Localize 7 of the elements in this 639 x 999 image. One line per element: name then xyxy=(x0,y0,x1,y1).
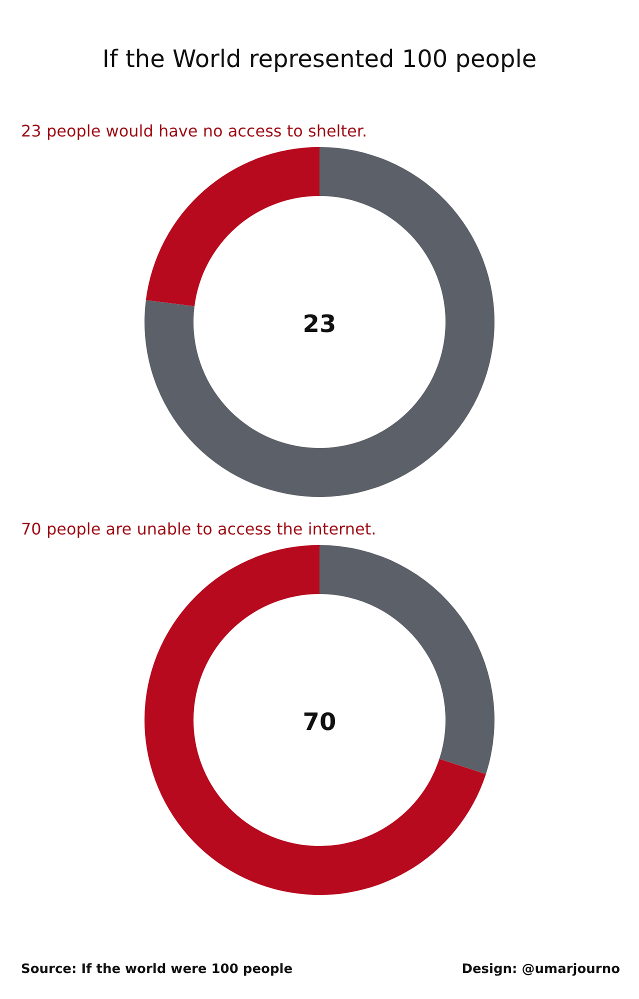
text: 70 xyxy=(302,708,336,736)
chart-subtitle: 23 people would have no access to shelter. xyxy=(21,122,368,140)
text: 23 xyxy=(302,310,336,338)
source-note: Source: If the world were 100 people xyxy=(21,962,293,977)
chart-subtitle: 70 people are unable to access the internet. xyxy=(21,520,376,538)
chart-title: If the World represented 100 people xyxy=(102,45,537,73)
text: Design: @umarjourno xyxy=(462,962,620,977)
